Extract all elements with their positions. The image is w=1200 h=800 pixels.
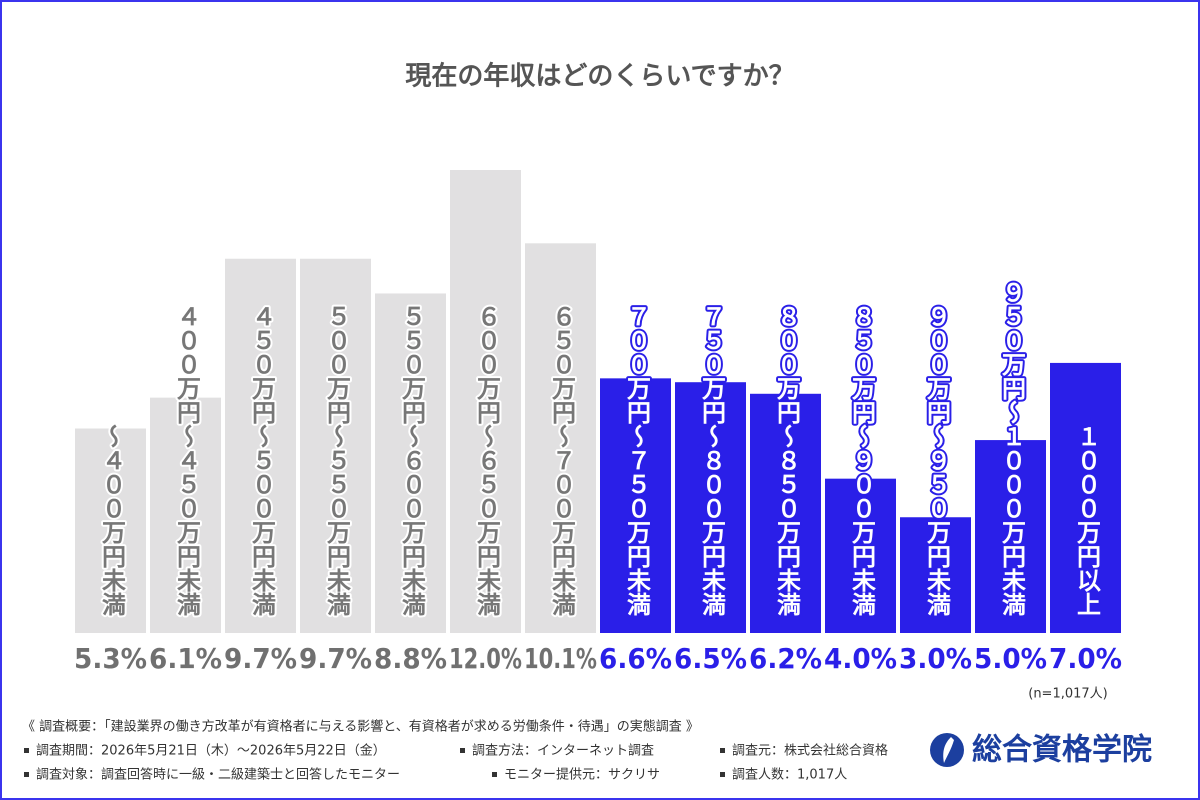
bar: [375, 293, 446, 633]
category-label: ５５０万円～６００万円未満: [398, 304, 426, 616]
bar: [900, 517, 971, 633]
value-label: 5.0%: [974, 642, 1047, 675]
logo-icon-mark: [943, 737, 954, 763]
footer-item: 調査対象：調査回答時に一級・二級建築士と回答したモニター: [36, 767, 400, 783]
value-label: 10.1%: [524, 642, 597, 675]
category-label: ～４００万円未満: [98, 424, 126, 616]
category-label: ６００万円～６５０万円未満: [473, 304, 501, 616]
category-label: ９００万円～９５０万円未満: [923, 304, 951, 616]
bullet: [492, 772, 497, 777]
value-label: 5.3%: [74, 642, 147, 675]
category-label: ９５０万円～１０００万円未満: [998, 280, 1026, 616]
value-label: 3.0%: [899, 642, 972, 675]
logo: 総合資格学院: [930, 733, 1152, 768]
value-label: 6.5%: [674, 642, 747, 675]
footer-item: 調査方法：インターネット調査: [472, 743, 654, 759]
category-label: ８５０万円～９００万円未満: [848, 304, 876, 616]
value-label: 9.7%: [224, 642, 297, 675]
bullet: [720, 748, 725, 753]
bar: [300, 258, 371, 633]
bullet: [24, 748, 29, 753]
bar: [225, 258, 296, 633]
bar: [975, 440, 1046, 633]
bar: [450, 170, 521, 633]
bullet: [720, 772, 725, 777]
value-label: 12.0%: [449, 642, 522, 675]
chart-title: 現在の年収はどのくらいですか？: [405, 61, 794, 92]
sample-note: (n=1,017人): [1028, 687, 1108, 702]
bar: [675, 382, 746, 633]
footer-heading: 《 調査概要：「建設業界の働き方改革が有資格者に与える影響と、有資格者が求める労…: [22, 719, 699, 735]
bar: [750, 393, 821, 633]
footer-item: 調査期間：2026年5月21日（木）～2026年5月22日（金）: [36, 743, 386, 759]
footer-item: 調査元：株式会社総合資格: [732, 743, 888, 759]
value-label: 7.0%: [1049, 642, 1122, 675]
value-label: 9.7%: [299, 642, 372, 675]
category-label: ６５０万円～７００万円未満: [548, 304, 576, 616]
bar: [600, 378, 671, 633]
value-label: 6.1%: [149, 642, 222, 675]
logo-text: 総合資格学院: [972, 733, 1152, 768]
category-label: ７００万円～７５０万円未満: [623, 304, 651, 616]
bullet: [24, 772, 29, 777]
category-label: ４００万円～４５０万円未満: [173, 304, 201, 616]
category-label: １０００万円以上: [1073, 424, 1101, 616]
plot: ～４００万円未満 5.3% ４００万円～４５０万円未満 6.1% ４５０万円～５００万円…: [74, 170, 1122, 675]
value-label: 6.6%: [599, 642, 672, 675]
bullet: [460, 748, 465, 753]
footer: 《 調査概要：「建設業界の働き方改革が有資格者に与える影響と、有資格者が求める労…: [22, 719, 888, 783]
category-label: ４５０万円～５００万円未満: [248, 304, 276, 616]
value-label: 8.8%: [374, 642, 447, 675]
bar: [1050, 362, 1121, 633]
category-label: ８００万円～８５０万円未満: [773, 304, 801, 616]
bar: [825, 478, 896, 633]
bar: [150, 397, 221, 633]
footer-item: 調査人数：1,017人: [732, 768, 847, 783]
bar: [75, 428, 146, 633]
bar: [525, 243, 596, 633]
value-label: 6.2%: [749, 642, 822, 675]
category-label: ７５０万円～８００万円未満: [698, 304, 726, 616]
value-label: 4.0%: [824, 642, 897, 675]
category-label: ５００万円～５５０万円未満: [323, 304, 351, 616]
footer-item: モニター提供元：サクリサ: [504, 767, 660, 783]
